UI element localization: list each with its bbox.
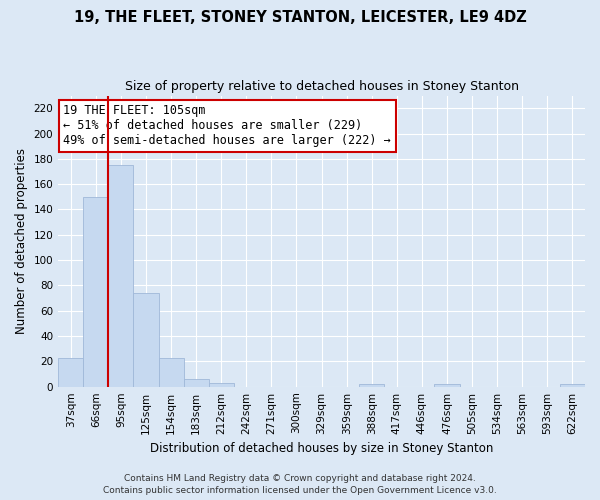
X-axis label: Distribution of detached houses by size in Stoney Stanton: Distribution of detached houses by size …	[150, 442, 493, 455]
Text: 19, THE FLEET, STONEY STANTON, LEICESTER, LE9 4DZ: 19, THE FLEET, STONEY STANTON, LEICESTER…	[74, 10, 526, 25]
Title: Size of property relative to detached houses in Stoney Stanton: Size of property relative to detached ho…	[125, 80, 518, 93]
Text: Contains HM Land Registry data © Crown copyright and database right 2024.
Contai: Contains HM Land Registry data © Crown c…	[103, 474, 497, 495]
Bar	[133, 293, 158, 386]
Y-axis label: Number of detached properties: Number of detached properties	[15, 148, 28, 334]
Bar	[434, 384, 460, 386]
Bar	[83, 197, 109, 386]
Bar	[209, 383, 234, 386]
Bar	[58, 358, 83, 386]
Bar	[560, 384, 585, 386]
Bar	[184, 379, 209, 386]
Text: 19 THE FLEET: 105sqm
← 51% of detached houses are smaller (229)
49% of semi-deta: 19 THE FLEET: 105sqm ← 51% of detached h…	[64, 104, 391, 148]
Bar	[158, 358, 184, 386]
Bar	[359, 384, 385, 386]
Bar	[109, 165, 133, 386]
